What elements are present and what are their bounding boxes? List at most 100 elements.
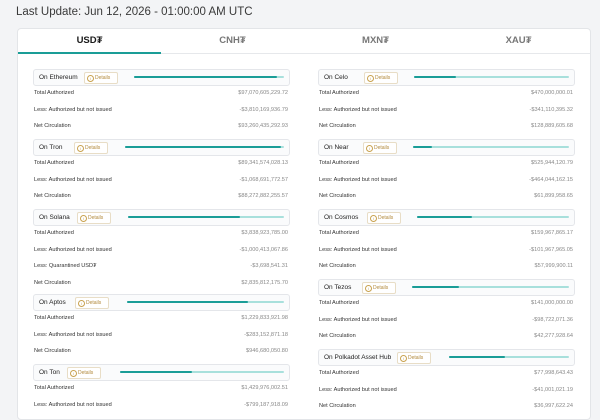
network-header: On Cosmos i Details bbox=[318, 209, 575, 226]
supply-row-value: $141,000,000.00 bbox=[531, 300, 573, 306]
details-button[interactable]: i Details bbox=[67, 367, 101, 379]
supply-row-value: $1,429,976,002.51 bbox=[241, 385, 288, 391]
circulation-bar bbox=[414, 76, 569, 78]
circulation-bar-fill bbox=[125, 146, 281, 148]
details-label: Details bbox=[86, 300, 102, 306]
network-block-on-ethereum: On Ethereum i Details Total Authorized $97,0… bbox=[33, 69, 290, 137]
network-block-on-aptos: On Aptos i Details Total Authorized $1,229,8… bbox=[33, 294, 290, 362]
supply-row-value: $77,998,643.43 bbox=[534, 370, 573, 376]
circulation-bar bbox=[134, 76, 284, 78]
supply-row: Net Circulation $946,680,050.80 bbox=[33, 345, 288, 357]
supply-row: Total Authorized $1,429,976,002.51 bbox=[33, 382, 288, 394]
network-header: On Tezos i Details bbox=[318, 279, 575, 296]
details-button[interactable]: i Details bbox=[364, 72, 398, 84]
details-label: Details bbox=[88, 215, 104, 221]
info-icon: i bbox=[70, 370, 77, 377]
supply-row: Net Circulation $36,997,622.24 bbox=[318, 400, 573, 412]
circulation-bar bbox=[449, 356, 569, 358]
network-header: On Ton i Details bbox=[33, 364, 290, 381]
supply-row: Net Circulation $88,272,882,255.57 bbox=[33, 190, 288, 202]
network-header: On Ethereum i Details bbox=[33, 69, 290, 86]
network-name: On Ethereum bbox=[39, 74, 78, 81]
supply-row-value: $470,000,000.01 bbox=[531, 90, 573, 96]
supply-row: Total Authorized $159,967,865.17 bbox=[318, 227, 573, 239]
details-button[interactable]: i Details bbox=[367, 212, 401, 224]
supply-row-value: $36,997,622.24 bbox=[534, 403, 573, 409]
tab-xaut[interactable]: XAU₮ bbox=[505, 35, 532, 46]
supply-row-label: Less: Authorized but not issued bbox=[34, 106, 112, 113]
supply-row: Less: Authorized but not issued -$464,044… bbox=[318, 174, 573, 186]
supply-row-value: -$1,000,413,067.86 bbox=[239, 246, 288, 253]
supply-row-label: Less: Authorized but not issued bbox=[34, 176, 112, 183]
network-name: On Aptos bbox=[39, 299, 66, 306]
tab-mxnt[interactable]: MXN₮ bbox=[362, 35, 389, 46]
circulation-bar-fill bbox=[412, 286, 459, 288]
network-header: On Solana i Details bbox=[33, 209, 290, 226]
supply-row: Total Authorized $3,838,923,785.00 bbox=[33, 227, 288, 239]
circulation-bar bbox=[120, 371, 284, 373]
supply-row: Total Authorized $141,000,000.00 bbox=[318, 297, 573, 309]
info-icon: i bbox=[77, 145, 84, 152]
supply-row-label: Total Authorized bbox=[34, 315, 74, 321]
network-name: On Tron bbox=[39, 144, 63, 151]
supply-row-value: -$98,722,071.36 bbox=[532, 316, 573, 323]
network-block-on-solana: On Solana i Details Total Authorized $3,838,… bbox=[33, 209, 290, 293]
info-icon: i bbox=[370, 215, 377, 222]
info-icon: i bbox=[400, 355, 407, 362]
details-label: Details bbox=[374, 145, 390, 151]
supply-row-value: $97,070,605,229.72 bbox=[238, 90, 288, 96]
details-button[interactable]: i Details bbox=[397, 352, 431, 364]
network-header: On Near i Details bbox=[318, 139, 575, 156]
info-icon: i bbox=[366, 145, 373, 152]
tab-cnht[interactable]: CNH₮ bbox=[219, 35, 246, 46]
supply-row-label: Net Circulation bbox=[319, 333, 356, 339]
circulation-bar-fill bbox=[449, 356, 505, 358]
supply-row: Less: Authorized but not issued -$283,152… bbox=[33, 329, 288, 341]
supply-row-label: Total Authorized bbox=[34, 90, 74, 96]
supply-row: Less: Authorized but not issued -$1,068,6… bbox=[33, 174, 288, 186]
circulation-bar bbox=[125, 146, 284, 148]
supply-row-value: -$341,110,395.32 bbox=[529, 106, 573, 113]
details-button[interactable]: i Details bbox=[362, 282, 396, 294]
supply-row: Net Circulation $57,999,900.11 bbox=[318, 260, 573, 272]
last-update-text: Last Update: Jun 12, 2026 - 01:00:00 AM … bbox=[16, 6, 253, 18]
network-name: On Cosmos bbox=[324, 214, 359, 221]
supply-row-value: $88,272,882,255.57 bbox=[238, 193, 288, 199]
info-icon: i bbox=[365, 285, 372, 292]
network-block-on-celo: On Celo i Details Total Authorized $470,000,… bbox=[318, 69, 575, 137]
circulation-bar-fill bbox=[127, 301, 248, 303]
supply-row-value: -$283,152,871.18 bbox=[244, 331, 288, 338]
supply-row: Net Circulation $128,889,605.68 bbox=[318, 120, 573, 132]
network-block-on-polkadot-asset-hub: On Polkadot Asset Hub i Details Total Autho… bbox=[318, 349, 575, 417]
supply-row-label: Less: Authorized but not issued bbox=[319, 106, 397, 113]
supply-row-label: Total Authorized bbox=[34, 385, 74, 391]
supply-row: Net Circulation $42,277,928.64 bbox=[318, 330, 573, 342]
info-icon: i bbox=[367, 75, 374, 82]
network-block-on-tron: On Tron i Details Total Authorized $89,341,5… bbox=[33, 139, 290, 207]
tab-usdt[interactable]: USD₮ bbox=[18, 29, 161, 54]
supply-row-value: $946,680,050.80 bbox=[246, 348, 288, 354]
network-name: On Ton bbox=[39, 369, 60, 376]
supply-row-label: Less: Authorized but not issued bbox=[34, 331, 112, 338]
details-button[interactable]: i Details bbox=[77, 212, 111, 224]
details-button[interactable]: i Details bbox=[363, 142, 397, 154]
supply-row-value: -$3,810,169,936.79 bbox=[239, 106, 288, 113]
supply-row: Total Authorized $1,229,833,921.98 bbox=[33, 312, 288, 324]
supply-row: Less: Authorized but not issued -$41,001,… bbox=[318, 384, 573, 396]
network-name: On Solana bbox=[39, 214, 70, 221]
details-button[interactable]: i Details bbox=[74, 142, 108, 154]
supply-row-label: Less: Authorized but not issued bbox=[319, 176, 397, 183]
supply-row-value: $42,277,928.64 bbox=[534, 333, 573, 339]
supply-row-label: Total Authorized bbox=[319, 300, 359, 306]
supply-row-label: Total Authorized bbox=[34, 230, 74, 236]
details-button[interactable]: i Details bbox=[75, 297, 109, 309]
info-icon: i bbox=[80, 215, 87, 222]
supply-row: Less: Authorized but not issued -$98,722,… bbox=[318, 314, 573, 326]
details-button[interactable]: i Details bbox=[84, 72, 118, 84]
supply-row-label: Less: Authorized but not issued bbox=[319, 246, 397, 253]
supply-row-label: Net Circulation bbox=[34, 348, 71, 354]
network-header: On Celo i Details bbox=[318, 69, 575, 86]
supply-row-label: Total Authorized bbox=[319, 160, 359, 166]
currency-tabs: USD₮ CNH₮ MXN₮ XAU₮ bbox=[18, 29, 590, 54]
supply-row-value: -$3,698,541.31 bbox=[250, 263, 288, 269]
